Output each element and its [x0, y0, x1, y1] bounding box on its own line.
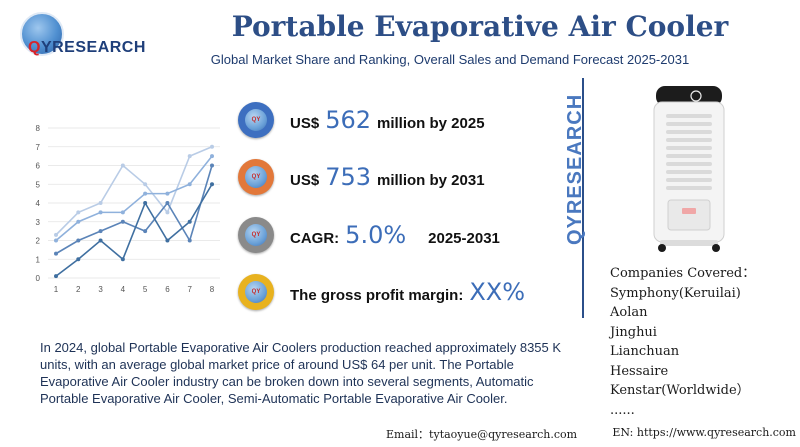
air-cooler-image [653, 86, 725, 252]
market-description: In 2024, global Portable Evaporative Air… [40, 340, 562, 406]
x-tick-label: 6 [165, 285, 170, 294]
globe-logo-icon [20, 12, 64, 56]
company-item: Symphony(Keruilai) [610, 285, 741, 301]
company-item: Hessaire [610, 363, 669, 379]
data-point [187, 154, 192, 159]
data-point [210, 144, 214, 149]
data-point [120, 163, 125, 168]
company-item: Aolan [610, 305, 648, 320]
data-point [210, 163, 214, 168]
logo-rest: YRESEARCH [40, 39, 146, 56]
y-tick-label: 7 [36, 143, 41, 152]
line-chart: 0 1 2 3 4 5 6 7 8 1 2 3 4 5 6 7 8 [36, 124, 220, 294]
metric-prefix: The gross profit margin: [290, 287, 464, 304]
data-point [98, 229, 103, 234]
companies-list: Companies Covered： Symphony(Keruilai) Ao… [610, 264, 795, 420]
footer-email[interactable]: Email：tytaoyue@qyresearch.com [386, 428, 578, 441]
x-tick-label: 7 [187, 285, 192, 294]
company-item: Jinghui [610, 324, 657, 340]
data-point [210, 154, 214, 159]
y-tick-label: 6 [36, 162, 41, 171]
data-point [120, 219, 125, 224]
x-tick-label: 5 [143, 285, 148, 294]
page-title: Portable Evaporative Air Cooler [231, 10, 729, 43]
data-point [76, 219, 81, 224]
company-item: Kenstar(Worldwide） [610, 383, 750, 398]
logo-q: Q [28, 39, 41, 56]
metric-suffix: million by 2025 [377, 115, 485, 132]
metric-value: 5.0% [345, 221, 407, 249]
page-subtitle: Global Market Share and Ranking, Overall… [210, 52, 690, 67]
globe-icon: QY [238, 217, 274, 253]
series-line-2 [55, 155, 213, 242]
x-tick-label: 4 [121, 285, 126, 294]
data-point [98, 201, 103, 205]
data-point [187, 219, 192, 224]
divider [582, 78, 584, 318]
series-line-3 [55, 165, 213, 255]
footer-website[interactable]: EN: https://www.qyresearch.com [612, 426, 796, 439]
data-point [76, 257, 81, 262]
y-tick-label: 3 [36, 218, 41, 227]
y-tick-label: 5 [36, 180, 41, 189]
metric-suffix: million by 2031 [377, 172, 485, 189]
metric-suffix: 2025-2031 [428, 230, 500, 247]
data-point [54, 232, 58, 237]
series-line-1 [55, 146, 213, 236]
metric-prefix: US$ [290, 172, 320, 189]
data-point [54, 274, 58, 279]
companies-title: Companies Covered： [610, 266, 756, 281]
data-point [76, 210, 81, 215]
metric-gross-margin: QY The gross profit margin: XX% [238, 272, 531, 312]
series-line-4 [55, 183, 213, 277]
data-point [143, 191, 148, 196]
data-point [210, 182, 214, 187]
metric-2025: QY US$ 562 million by 2025 [238, 100, 485, 140]
vertical-brand: QYRESEARCH [564, 93, 586, 245]
metric-cagr: QY CAGR: 5.0% 2025-2031 [238, 215, 500, 255]
y-tick-label: 1 [36, 255, 41, 264]
globe-icon: QY [238, 159, 274, 195]
y-tick-label: 0 [36, 274, 41, 283]
globe-icon: QY [238, 102, 274, 138]
data-point [187, 182, 192, 187]
x-tick-label: 8 [210, 285, 215, 294]
x-tick-label: 1 [54, 285, 59, 294]
data-point [143, 201, 148, 205]
y-tick-label: 8 [36, 124, 41, 133]
company-item: ...... [610, 402, 635, 418]
data-point [165, 210, 170, 215]
data-point [54, 251, 58, 256]
logo-text: QYRESEARCH [28, 39, 146, 57]
metric-prefix: US$ [290, 115, 320, 132]
metric-2031: QY US$ 753 million by 2031 [238, 157, 485, 197]
company-item: Lianchuan [610, 344, 680, 359]
data-point [76, 238, 81, 243]
metric-value: 562 [325, 106, 371, 134]
metric-value: 753 [325, 163, 371, 191]
x-tick-label: 2 [76, 285, 81, 294]
data-point [187, 238, 192, 243]
data-point [120, 210, 125, 215]
globe-icon: QY [238, 274, 274, 310]
data-point [98, 210, 103, 215]
data-point [54, 238, 58, 243]
data-point [165, 238, 170, 243]
x-tick-label: 3 [98, 285, 103, 294]
data-point [165, 191, 170, 196]
data-point [143, 229, 148, 234]
metric-prefix: CAGR: [290, 230, 340, 247]
data-point [120, 257, 125, 262]
footer: Email：tytaoyue@qyresearch.com EN: https:… [386, 426, 796, 442]
y-tick-label: 4 [36, 199, 41, 208]
data-point [143, 182, 148, 187]
qyresearch-logo: QYRESEARCH [14, 12, 154, 64]
data-point [165, 201, 170, 205]
metric-value: XX% [469, 278, 526, 306]
data-point [98, 238, 103, 243]
y-tick-label: 2 [36, 237, 41, 246]
